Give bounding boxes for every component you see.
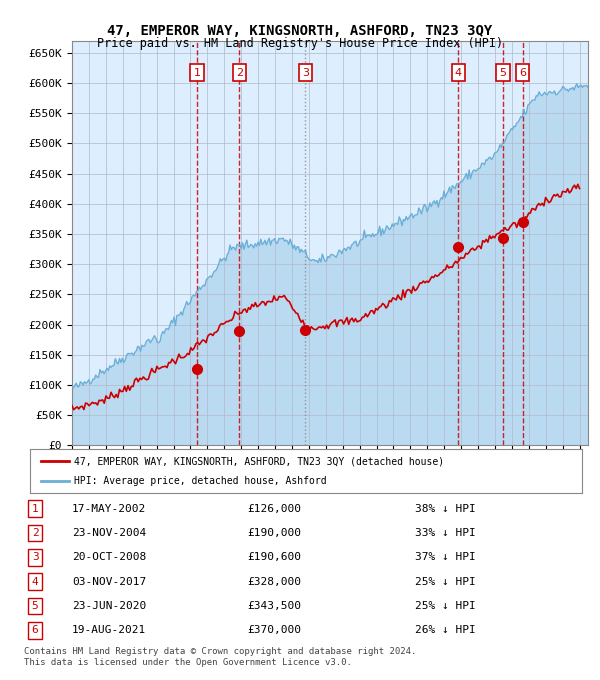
Text: Contains HM Land Registry data © Crown copyright and database right 2024.
This d: Contains HM Land Registry data © Crown c… — [24, 647, 416, 667]
Text: 4: 4 — [32, 577, 38, 587]
Text: 2: 2 — [32, 528, 38, 538]
Text: £190,600: £190,600 — [248, 552, 302, 562]
Text: 25% ↓ HPI: 25% ↓ HPI — [415, 601, 476, 611]
Text: 47, EMPEROR WAY, KINGSNORTH, ASHFORD, TN23 3QY (detached house): 47, EMPEROR WAY, KINGSNORTH, ASHFORD, TN… — [74, 456, 444, 466]
Text: 5: 5 — [500, 68, 506, 78]
Text: Price paid vs. HM Land Registry's House Price Index (HPI): Price paid vs. HM Land Registry's House … — [97, 37, 503, 50]
Text: 20-OCT-2008: 20-OCT-2008 — [72, 552, 146, 562]
Text: 3: 3 — [32, 552, 38, 562]
Text: 23-NOV-2004: 23-NOV-2004 — [72, 528, 146, 538]
Text: £190,000: £190,000 — [248, 528, 302, 538]
Text: 33% ↓ HPI: 33% ↓ HPI — [415, 528, 476, 538]
Text: 6: 6 — [519, 68, 526, 78]
Text: 5: 5 — [32, 601, 38, 611]
Text: £328,000: £328,000 — [248, 577, 302, 587]
Text: 23-JUN-2020: 23-JUN-2020 — [72, 601, 146, 611]
Text: 26% ↓ HPI: 26% ↓ HPI — [415, 626, 476, 635]
Text: HPI: Average price, detached house, Ashford: HPI: Average price, detached house, Ashf… — [74, 475, 327, 486]
Text: 3: 3 — [302, 68, 309, 78]
Text: 2: 2 — [236, 68, 243, 78]
Text: 1: 1 — [32, 504, 38, 513]
Text: £126,000: £126,000 — [248, 504, 302, 513]
Text: 25% ↓ HPI: 25% ↓ HPI — [415, 577, 476, 587]
Text: £343,500: £343,500 — [248, 601, 302, 611]
Text: 03-NOV-2017: 03-NOV-2017 — [72, 577, 146, 587]
Text: 38% ↓ HPI: 38% ↓ HPI — [415, 504, 476, 513]
Text: 17-MAY-2002: 17-MAY-2002 — [72, 504, 146, 513]
Text: 19-AUG-2021: 19-AUG-2021 — [72, 626, 146, 635]
Text: £370,000: £370,000 — [248, 626, 302, 635]
Text: 37% ↓ HPI: 37% ↓ HPI — [415, 552, 476, 562]
Text: 4: 4 — [455, 68, 462, 78]
Text: 1: 1 — [193, 68, 200, 78]
Text: 6: 6 — [32, 626, 38, 635]
Text: 47, EMPEROR WAY, KINGSNORTH, ASHFORD, TN23 3QY: 47, EMPEROR WAY, KINGSNORTH, ASHFORD, TN… — [107, 24, 493, 38]
